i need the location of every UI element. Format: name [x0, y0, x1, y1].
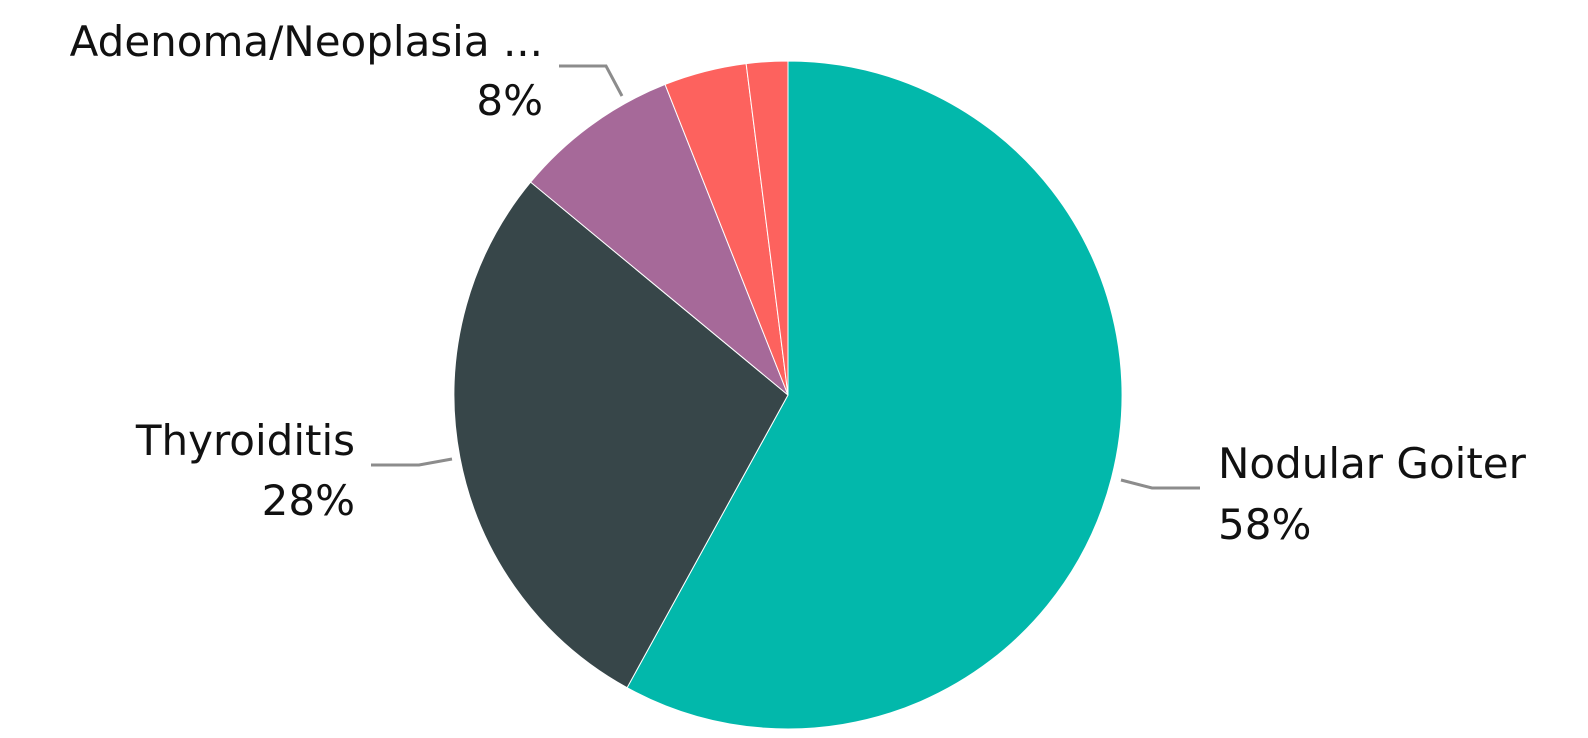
label-thyroiditis: Thyroiditis 28%	[135, 416, 453, 525]
slice-percent-adenoma-neoplasia: 8%	[476, 76, 543, 125]
pie-slice-thyroiditis	[453, 181, 789, 689]
slice-label-thyroiditis: Thyroiditis	[135, 416, 355, 465]
pie-slice-unlabeled-4	[745, 60, 789, 396]
slice-label-nodular-goiter: Nodular Goiter	[1218, 439, 1527, 488]
leader-line-adenoma-neoplasia	[559, 64, 624, 97]
pie-slice-adenoma-neoplasia	[529, 83, 789, 396]
pie-slices	[453, 60, 1123, 730]
pie-slice-nodular-goiter	[626, 60, 1123, 730]
label-adenoma-neoplasia: Adenoma/Neoplasia ... 8%	[70, 17, 624, 125]
slice-label-adenoma-neoplasia: Adenoma/Neoplasia ...	[70, 17, 543, 66]
leader-line-nodular-goiter	[1120, 478, 1200, 490]
slice-percent-nodular-goiter: 58%	[1218, 500, 1311, 549]
leader-line-thyroiditis	[371, 457, 453, 467]
slice-percent-thyroiditis: 28%	[262, 476, 355, 525]
label-nodular-goiter: Nodular Goiter 58%	[1120, 439, 1527, 549]
